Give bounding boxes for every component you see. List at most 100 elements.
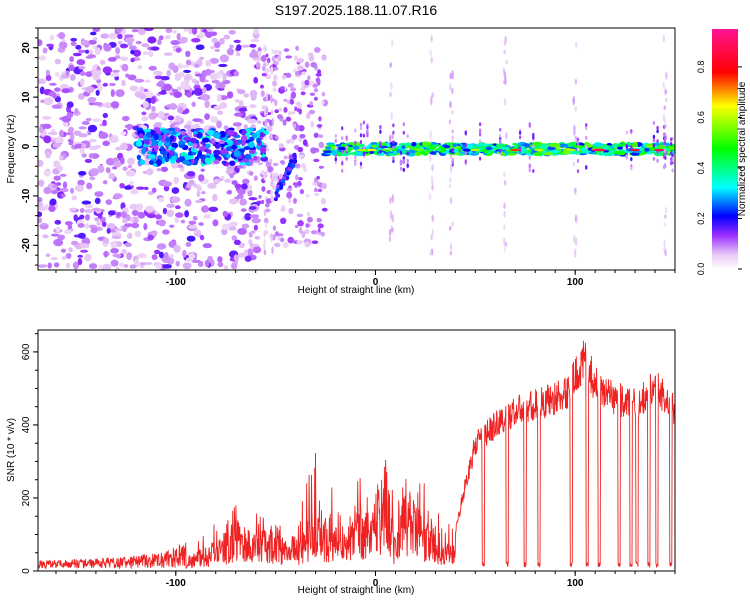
spectrogram-cell [38,217,43,224]
spectrogram-cell [390,81,393,91]
spectrogram-cell [309,92,316,96]
spectrogram-cell [356,148,367,152]
spectrogram-cell [186,91,192,98]
spectrogram-cell [242,178,250,185]
spectrogram-cell [499,133,502,138]
spectrogram-cell [103,102,113,109]
spectrogram-ytick-label: 20 [21,42,32,54]
spectrogram-cell [379,129,382,134]
spectrogram-cell [573,127,576,136]
spectrogram-cell [264,208,271,213]
spectrogram-cell [163,185,170,192]
spectrogram-cell [81,153,87,158]
spectrogram-cell [156,243,167,250]
spectrogram-cell [505,60,508,65]
spectrogram-cell [121,80,126,87]
spectrogram-cell [89,176,96,181]
spectrogram-cell [534,148,545,152]
spectrogram-cell [316,123,323,128]
spectrogram-cell [186,171,196,177]
spectrogram-cell [430,56,433,64]
spectrogram-cell [50,233,60,237]
spectrogram-cell [38,211,43,218]
spectrogram-cell [200,94,211,101]
spectrogram-cell [334,153,337,158]
spectrogram-cell [236,44,242,51]
snr-ytick-label: 400 [21,416,32,433]
spectrogram-cell [243,249,248,257]
spectrogram-cell [253,224,258,231]
spectrogram-cell [265,202,270,208]
spectrogram-cell [359,122,363,127]
spectrogram-cell [314,192,320,197]
spectrogram-cell [144,139,150,145]
spectrogram-cell [156,82,166,86]
spectrogram-cell [320,197,327,205]
spectrogram-cell [258,194,262,199]
spectrogram-cell [430,35,433,43]
spectrogram-cell [260,199,265,205]
spectrogram-cell [59,173,67,177]
spectrogram-cell [652,143,656,148]
spectrogram-cell [98,264,104,270]
spectrogram-cell [204,100,210,109]
spectrogram-cell [145,91,154,98]
spectrogram-cell [266,125,273,132]
spectrogram-cell [341,168,344,173]
spectrogram-cell [297,146,304,153]
spectrogram-cell [66,101,74,108]
spectrogram-cell [263,209,267,216]
spectrogram-cell [105,199,113,205]
spectrogram-cell [278,143,284,149]
spectrogram-cell [588,151,597,155]
spectrogram-cell [341,136,344,141]
spectrogram-cell [464,130,467,135]
spectrogram-cell [576,158,580,163]
colorbar-label: Normalized spectral amplitude [737,81,748,216]
spectrogram-cell [233,112,244,117]
spectrogram-cell [213,132,221,139]
spectrogram-cell [65,262,71,269]
spectrogram-cell [77,232,86,239]
spectrogram-cell [572,96,575,106]
spectrogram-cell [109,82,116,87]
spectrogram-cell [296,240,304,245]
spectrogram-cell [287,110,292,116]
spectrogram-cell [81,143,87,149]
spectrogram-cell [663,138,666,143]
spectrogram-cell [299,189,305,195]
spectrogram-cell [81,120,90,126]
spectrogram-cell [188,253,196,259]
spectrogram-cell [574,187,577,194]
spectrogram-cell [352,145,360,151]
spectrogram-cell [147,36,157,44]
spectrogram-cell [273,67,279,71]
spectrogram-cell [273,197,278,202]
spectrogram-cell [192,118,202,123]
spectrogram-cell [55,182,62,186]
spectrogram-cell [76,59,86,66]
spectrogram-cell [406,163,409,168]
spectrogram-cell [119,262,125,268]
spectrogram-cell [213,106,222,111]
spectrogram-cell [177,106,184,114]
spectrogram-cell [309,80,316,85]
spectrogram-cell [50,257,58,261]
spectrogram-cell [573,234,576,244]
spectrogram-cell [182,262,192,270]
spectrogram-cell [162,207,168,215]
spectrogram-cell [362,152,366,157]
spectrogram-cell [249,43,257,48]
spectrogram-xlabel: Height of straight line (km) [298,285,415,296]
spectrogram-cell [281,179,286,184]
spectrogram-cell [575,41,578,49]
spectrogram-cell [208,206,219,212]
spectrogram-cell [286,191,293,199]
spectrogram-cell [70,37,78,42]
spectrogram-cell [391,227,394,233]
snr-series-line [38,340,675,570]
spectrogram-cell [392,145,395,150]
spectrogram-cell [124,242,132,248]
spectrogram-cell [108,172,116,180]
spectrogram-cell [616,143,625,147]
